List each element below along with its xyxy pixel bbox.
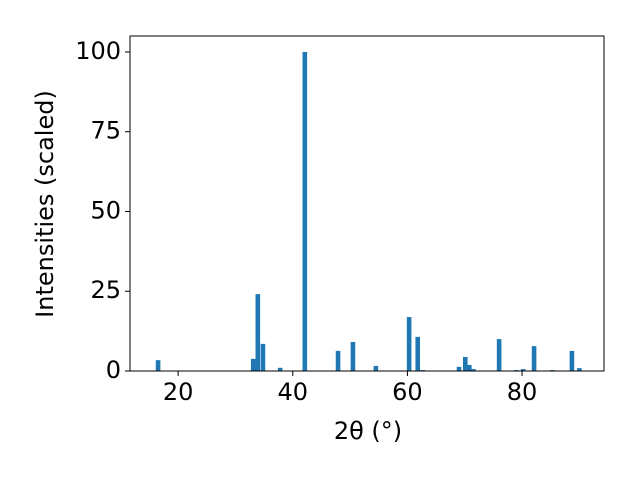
bar: [471, 369, 476, 371]
bar: [531, 346, 537, 371]
bar: [250, 358, 256, 371]
bar: [463, 356, 468, 371]
bar: [255, 294, 261, 371]
x-axis-label: 2θ (°): [334, 417, 402, 445]
bar: [456, 366, 462, 371]
x-tick-label: 20: [163, 378, 194, 406]
bar: [302, 51, 308, 371]
y-axis-label: Intensities (scaled): [31, 90, 59, 318]
y-tick-label: 75: [90, 117, 121, 145]
bar: [277, 367, 283, 371]
bar: [496, 339, 502, 371]
bar: [155, 360, 161, 371]
bar: [406, 317, 412, 371]
bar: [569, 350, 575, 371]
y-tick-label: 100: [75, 37, 121, 65]
bar: [373, 365, 379, 371]
bar: [350, 341, 356, 371]
bar: [520, 369, 526, 371]
y-tick-label: 0: [106, 356, 121, 384]
x-tick-label: 80: [507, 378, 538, 406]
plot-frame: [129, 35, 605, 372]
x-tick-label: 60: [392, 378, 423, 406]
x-tick-label: 40: [278, 378, 309, 406]
bar: [415, 336, 421, 371]
y-tick-label: 25: [90, 276, 121, 304]
y-tick-label: 50: [90, 196, 121, 224]
bar: [335, 350, 341, 371]
bar: [577, 368, 582, 371]
bar: [467, 364, 472, 371]
bar: [260, 343, 266, 371]
